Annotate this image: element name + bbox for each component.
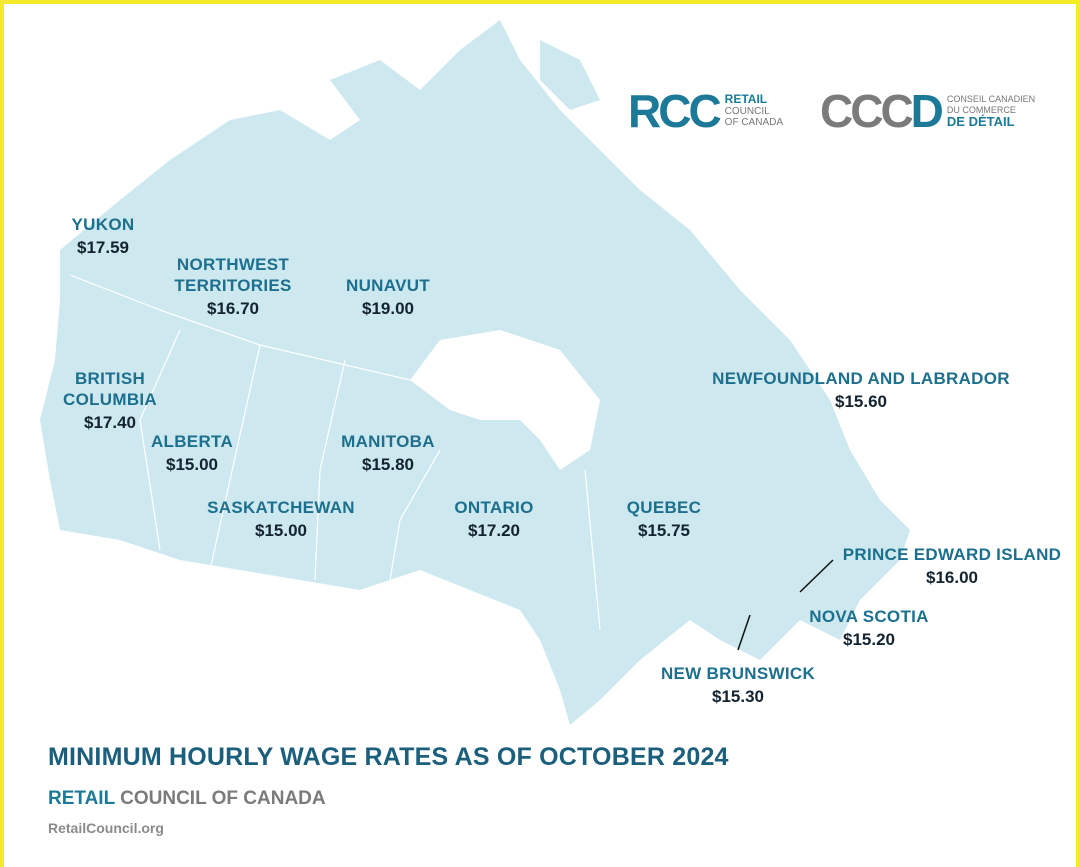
- region-name: PRINCE EDWARD ISLAND: [842, 545, 1062, 564]
- region-british-columbia: BRITISH COLUMBIA $17.40: [60, 368, 160, 433]
- region-name: YUKON: [71, 215, 135, 234]
- wage-value: $17.59: [77, 238, 129, 257]
- rcc-mark: RCC: [628, 85, 722, 137]
- logo-line: OF CANADA: [724, 117, 784, 128]
- region-name: NORTHWEST TERRITORIES: [174, 255, 292, 295]
- region-manitoba: MANITOBA $15.80: [341, 431, 435, 475]
- logo-line: DE DÉTAIL: [946, 113, 1015, 129]
- rcc-logo: RCC RETAIL COUNCIL OF CANADA: [628, 84, 783, 138]
- region-name: QUEBEC: [626, 498, 702, 517]
- hudson-bay: [410, 330, 600, 470]
- org-name-teal: RETAIL: [48, 788, 115, 809]
- pei-pointer: [799, 559, 834, 593]
- province-borders: [69, 274, 601, 631]
- wage-value: $15.30: [712, 687, 764, 706]
- canada-map: [40, 20, 910, 725]
- region-saskatchewan: SASKATCHEWAN $15.00: [207, 497, 355, 541]
- region-new-brunswick: NEW BRUNSWICK $15.30: [661, 663, 815, 707]
- wage-value: $19.00: [361, 299, 414, 318]
- website-url: RetailCouncil.org: [48, 820, 164, 836]
- wage-value: $15.80: [361, 455, 414, 474]
- logo-line: CONSEIL CANADIEN: [946, 93, 1036, 104]
- logo-line: DU COMMERCE: [946, 104, 1016, 115]
- region-northwest-territories: NORTHWEST TERRITORIES $16.70: [163, 254, 303, 319]
- wage-value: $15.20: [842, 630, 895, 649]
- cccd-mark-d: D: [910, 85, 944, 137]
- wage-value: $16.70: [207, 299, 259, 318]
- wage-value: $15.00: [166, 455, 218, 474]
- wage-value: $15.75: [637, 521, 690, 540]
- page-title: MINIMUM HOURLY WAGE RATES AS OF OCTOBER …: [48, 743, 729, 771]
- cccd-logo: CCCD CONSEIL CANADIEN DU COMMERCE DE DÉTAI…: [820, 84, 1035, 138]
- region-alberta: ALBERTA $15.00: [151, 431, 233, 475]
- region-name: NOVA SCOTIA: [809, 607, 929, 626]
- region-name: ONTARIO: [454, 498, 534, 517]
- region-name: BRITISH COLUMBIA: [63, 369, 157, 409]
- arctic-islands: [380, 40, 600, 280]
- cccd-mark: CCC: [820, 85, 914, 137]
- region-newfoundland-and-labrador: NEWFOUNDLAND AND LABRADOR $15.60: [712, 368, 1010, 412]
- wage-value: $17.40: [84, 413, 136, 432]
- wage-value: $16.00: [925, 568, 978, 587]
- organization-name: RETAIL COUNCIL OF CANADA: [48, 788, 326, 810]
- org-name-grey: COUNCIL OF CANADA: [120, 788, 326, 809]
- region-name: ALBERTA: [150, 432, 234, 451]
- region-quebec: QUEBEC $15.75: [627, 497, 702, 541]
- wage-value: $15.60: [834, 392, 887, 411]
- region-name: MANITOBA: [341, 432, 435, 451]
- wage-value: $15.00: [254, 521, 307, 540]
- region-yukon: YUKON $17.59: [72, 214, 135, 258]
- region-name: NEW BRUNSWICK: [660, 664, 816, 683]
- region-prince-edward-island: PRINCE EDWARD ISLAND $16.00: [843, 544, 1062, 588]
- region-name: SASKATCHEWAN: [207, 498, 355, 517]
- region-ontario: ONTARIO $17.20: [454, 497, 533, 541]
- wage-value: $17.20: [467, 521, 520, 540]
- logo-line: RETAIL: [724, 92, 768, 106]
- logo-line: COUNCIL: [724, 106, 770, 117]
- nb-pointer: [737, 614, 751, 651]
- region-name: NEWFOUNDLAND AND LABRADOR: [712, 369, 1010, 388]
- region-nova-scotia: NOVA SCOTIA $15.20: [809, 606, 928, 650]
- region-name: NUNAVUT: [346, 276, 430, 295]
- region-nunavut: NUNAVUT $19.00: [346, 275, 430, 319]
